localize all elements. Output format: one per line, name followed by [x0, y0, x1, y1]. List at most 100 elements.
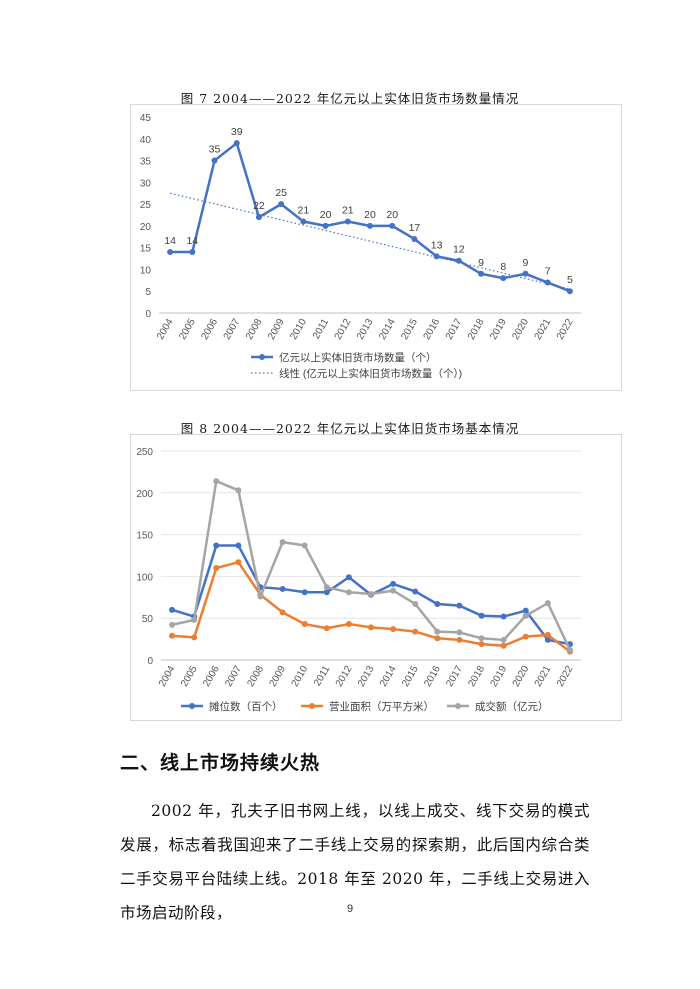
x-tick-label: 2011: [312, 664, 332, 689]
x-tick-label: 2019: [488, 317, 509, 342]
x-tick-label: 2020: [510, 317, 531, 342]
x-tick-label: 2021: [533, 317, 554, 342]
x-tick-label: 2017: [444, 664, 465, 689]
data-point: [279, 585, 286, 592]
data-point: [411, 235, 418, 242]
data-point: [235, 542, 242, 549]
data-point: [345, 621, 352, 628]
section-heading: 二、线上市场持续火热: [120, 752, 321, 774]
x-tick-label: 2006: [201, 664, 222, 689]
x-tick-label: 2009: [268, 664, 289, 689]
data-point: [544, 636, 551, 643]
figure7-chart: 0 5 10 15 20 25 30 35 40 45 2004 2005 2006 2007 2008 20…: [130, 104, 622, 391]
y-tick-label: 20: [140, 222, 152, 233]
y-tick-label: 0: [147, 656, 153, 667]
data-point: [522, 612, 529, 619]
data-point: [390, 587, 397, 594]
data-point: [323, 584, 330, 591]
data-point: [500, 642, 507, 649]
data-point: [189, 249, 196, 256]
data-point: [278, 201, 285, 208]
data-point: [213, 542, 220, 549]
data-point: [368, 590, 374, 597]
x-tick-label: 2014: [377, 317, 398, 342]
x-tick-label: 2013: [355, 317, 376, 342]
figure8-chart: 0 50 100 150 200 250 2004 2005 2006 2007 2008 2009 2…: [130, 434, 622, 721]
data-point: [544, 631, 551, 638]
data-label: 35: [209, 144, 221, 156]
legend-point-marker: [309, 703, 315, 709]
data-point: [235, 487, 242, 494]
figure7-caption: 图 7 2004——2022 年亿元以上实体旧货市场数量情况: [180, 91, 520, 106]
data-label: 21: [342, 205, 354, 217]
data-point: [544, 279, 551, 286]
legend-label: 亿元以上实体旧货市场数量（个）: [279, 351, 437, 364]
data-point: [456, 636, 463, 643]
x-tick-label: 2016: [422, 664, 443, 689]
y-tick-label: 35: [140, 157, 152, 168]
data-point: [522, 633, 529, 640]
y-tick-label: 10: [140, 265, 152, 276]
data-point: [478, 635, 485, 642]
data-label: 7: [545, 266, 551, 278]
y-tick-label: 250: [136, 447, 153, 458]
x-tick-label: 2006: [199, 317, 220, 342]
y-tick-label: 0: [145, 309, 151, 320]
x-tick-label: 2019: [489, 664, 510, 689]
data-point: [566, 646, 573, 653]
y-tick-label: 150: [136, 531, 153, 542]
y-tick-label: 40: [140, 135, 152, 146]
data-point: [345, 574, 352, 581]
page-number: 9: [346, 903, 354, 915]
data-point: [323, 625, 330, 632]
data-point: [500, 636, 507, 643]
data-label: 14: [164, 235, 176, 247]
data-label: 22: [253, 200, 265, 212]
x-tick-label: 2015: [399, 317, 420, 342]
data-label: 14: [186, 235, 198, 247]
data-point: [235, 559, 242, 566]
data-point: [478, 270, 485, 277]
x-tick-label: 2007: [223, 664, 244, 689]
data-point: [434, 628, 441, 635]
x-tick-label: 2009: [266, 317, 287, 342]
data-point: [167, 249, 174, 256]
y-tick-label: 50: [142, 614, 154, 625]
series-line-1: [171, 560, 571, 653]
y-tick-label: 45: [140, 113, 152, 124]
x-tick-label: 2017: [444, 317, 465, 342]
x-tick-label: 2015: [400, 664, 421, 689]
x-tick-label: 2008: [244, 317, 265, 342]
x-tick-label: 2005: [179, 664, 200, 689]
data-label: 20: [386, 209, 398, 221]
data-point: [213, 478, 220, 485]
data-point: [367, 222, 373, 229]
trendline: [169, 192, 571, 290]
data-point: [301, 542, 308, 549]
data-point: [257, 593, 264, 600]
body-paragraph: 2002 年，孔夫子旧书网上线，以线上成交、线下交易的模式发展，标志着我国迎来了…: [120, 802, 590, 922]
x-tick-label: 2007: [222, 317, 243, 342]
data-label: 9: [478, 257, 484, 269]
data-point: [233, 140, 240, 147]
data-point: [322, 222, 329, 229]
data-point: [191, 634, 198, 641]
data-point: [169, 621, 176, 628]
data-point: [301, 621, 308, 628]
data-point: [255, 214, 262, 221]
x-tick-label: 2021: [533, 664, 554, 689]
x-tick-label: 2008: [245, 664, 266, 689]
x-tick-label: 2010: [288, 317, 309, 342]
data-point: [412, 628, 419, 635]
data-point: [522, 607, 529, 614]
legend-label: 营业面积（万平方米）: [329, 700, 434, 713]
data-point: [344, 218, 351, 225]
y-tick-label: 200: [136, 489, 153, 500]
data-point: [169, 606, 176, 613]
data-point: [455, 257, 462, 264]
x-tick-label: 2014: [378, 664, 399, 689]
x-tick-label: 2011: [311, 317, 331, 342]
x-tick-label: 2004: [157, 664, 178, 689]
legend-label: 线性 (亿元以上实体旧货市场数量（个）): [279, 367, 462, 380]
data-point: [544, 600, 551, 607]
